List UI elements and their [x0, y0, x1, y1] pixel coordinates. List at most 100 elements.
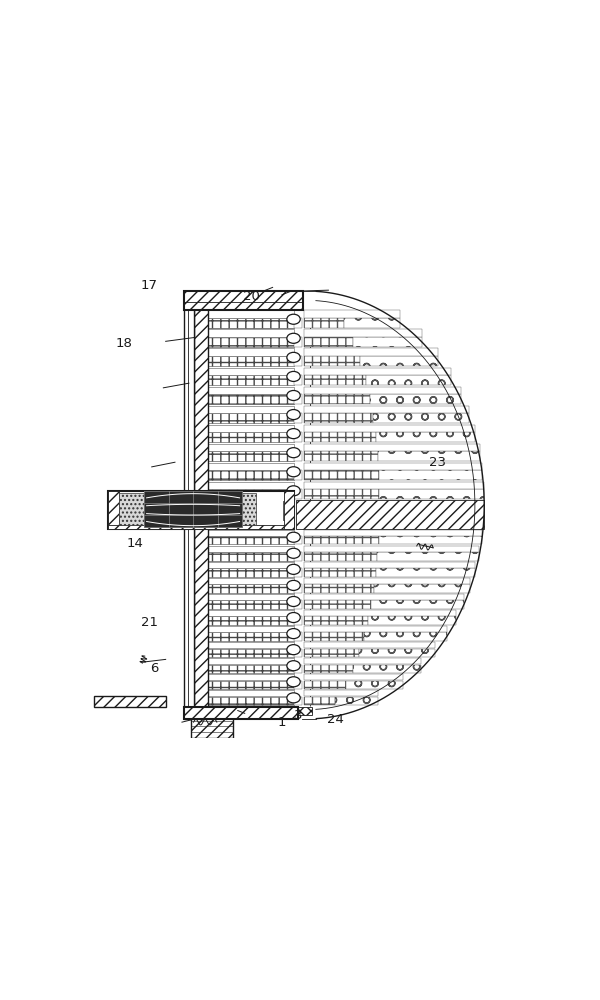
Bar: [208, 387, 293, 394]
Bar: [293, 536, 302, 544]
Bar: [304, 658, 421, 664]
Ellipse shape: [287, 486, 300, 496]
Bar: [208, 394, 293, 404]
Bar: [304, 348, 438, 356]
Text: 20: 20: [243, 290, 260, 303]
Bar: [293, 552, 302, 561]
Bar: [304, 642, 436, 648]
Bar: [353, 337, 422, 347]
Bar: [208, 658, 293, 664]
Bar: [377, 451, 479, 461]
Bar: [335, 697, 379, 705]
Bar: [208, 489, 293, 499]
Bar: [304, 387, 461, 394]
Bar: [293, 632, 302, 641]
Bar: [208, 584, 293, 593]
Bar: [304, 463, 482, 470]
Bar: [208, 681, 293, 689]
Bar: [293, 600, 302, 609]
Bar: [360, 356, 438, 366]
Bar: [208, 463, 293, 470]
Bar: [208, 432, 293, 442]
Bar: [184, 291, 194, 719]
Bar: [304, 610, 456, 616]
Bar: [109, 491, 119, 529]
Bar: [293, 665, 302, 673]
Bar: [283, 501, 289, 520]
Bar: [208, 375, 293, 385]
Bar: [379, 489, 484, 499]
Bar: [371, 600, 464, 609]
Bar: [242, 493, 256, 525]
Bar: [293, 413, 302, 423]
Bar: [304, 674, 403, 680]
Text: 14: 14: [127, 537, 144, 550]
Bar: [304, 337, 353, 347]
Bar: [208, 368, 293, 375]
Bar: [94, 696, 166, 707]
Bar: [194, 707, 312, 715]
Ellipse shape: [287, 448, 300, 458]
Bar: [109, 525, 295, 529]
Bar: [208, 578, 293, 584]
Bar: [184, 291, 303, 310]
Ellipse shape: [287, 629, 300, 639]
Bar: [304, 594, 464, 600]
Bar: [293, 318, 302, 328]
Ellipse shape: [287, 661, 300, 671]
Bar: [208, 697, 293, 705]
Bar: [379, 536, 482, 544]
Bar: [293, 616, 302, 625]
Bar: [346, 681, 403, 689]
Bar: [377, 552, 479, 561]
Bar: [304, 552, 377, 561]
Bar: [353, 665, 421, 673]
Bar: [304, 530, 482, 536]
Ellipse shape: [287, 677, 300, 687]
Text: 21: 21: [141, 616, 158, 629]
Bar: [304, 451, 377, 461]
Bar: [119, 493, 144, 525]
Bar: [293, 489, 302, 499]
Bar: [304, 616, 368, 625]
Bar: [208, 665, 293, 673]
Bar: [374, 584, 470, 593]
Ellipse shape: [287, 467, 300, 477]
Bar: [293, 394, 302, 404]
Bar: [208, 444, 293, 451]
Text: 24: 24: [327, 713, 344, 726]
Bar: [368, 616, 456, 625]
Bar: [304, 432, 376, 442]
Ellipse shape: [287, 429, 300, 439]
Ellipse shape: [287, 333, 300, 343]
Bar: [194, 298, 208, 712]
Bar: [208, 546, 293, 552]
Bar: [304, 482, 484, 489]
Text: 3: 3: [294, 709, 302, 722]
Bar: [208, 470, 293, 480]
Bar: [109, 491, 295, 529]
Ellipse shape: [287, 693, 300, 703]
Bar: [376, 568, 475, 577]
Ellipse shape: [287, 390, 300, 401]
Bar: [379, 470, 482, 480]
Bar: [293, 681, 302, 689]
Bar: [304, 368, 451, 375]
Bar: [284, 491, 295, 529]
Bar: [208, 329, 293, 337]
Bar: [208, 406, 293, 413]
Text: 18: 18: [115, 337, 132, 350]
Ellipse shape: [287, 314, 300, 324]
Bar: [304, 568, 376, 577]
Bar: [293, 432, 302, 442]
Ellipse shape: [287, 596, 300, 606]
Bar: [376, 432, 475, 442]
Bar: [208, 451, 293, 461]
Bar: [208, 310, 293, 318]
Bar: [304, 536, 379, 544]
Bar: [293, 568, 302, 577]
Bar: [304, 413, 373, 423]
Bar: [304, 632, 364, 641]
Bar: [293, 697, 302, 705]
Bar: [359, 649, 436, 657]
